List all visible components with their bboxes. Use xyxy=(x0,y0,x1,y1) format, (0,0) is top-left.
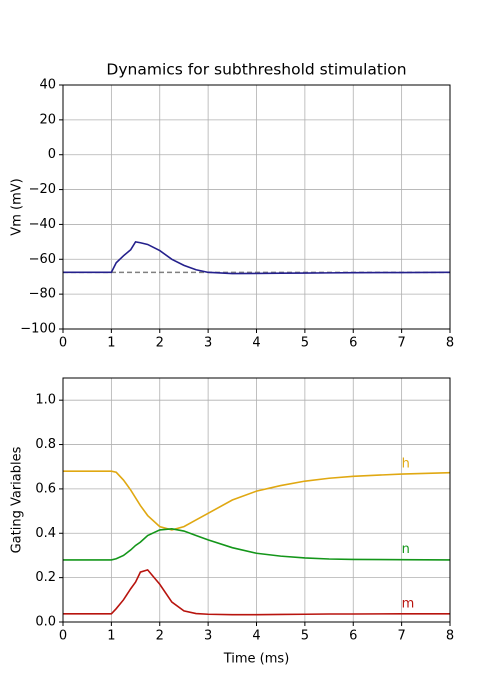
y-axis-label: Vm (mV) xyxy=(10,178,25,235)
y-tick-label: 0.4 xyxy=(35,526,56,541)
y-axis-label: Gating Variables xyxy=(10,446,25,553)
x-tick-label: 5 xyxy=(301,336,309,351)
x-tick-label: 3 xyxy=(204,336,212,351)
y-tick-label: −60 xyxy=(29,252,56,267)
series-line xyxy=(63,568,450,616)
y-tick-label: 0 xyxy=(48,147,56,162)
series-label: h xyxy=(402,457,410,472)
x-tick-label: 5 xyxy=(301,629,309,644)
axes-frame xyxy=(62,377,451,623)
x-tick-label: 7 xyxy=(397,629,405,644)
x-tick-label: 4 xyxy=(252,629,260,644)
x-tick-label: 2 xyxy=(156,629,164,644)
y-tick-label: 0.2 xyxy=(35,570,56,585)
x-tick-label: 6 xyxy=(349,629,357,644)
y-tick-label: 20 xyxy=(39,112,56,127)
x-tick-label: 1 xyxy=(107,336,115,351)
y-tick-label: −100 xyxy=(20,322,56,337)
x-tick-label: 3 xyxy=(204,629,212,644)
series-label: n xyxy=(402,542,410,557)
chart-title: Dynamics for subthreshold stimulation xyxy=(106,61,406,79)
y-tick-label: −40 xyxy=(29,217,56,232)
x-tick-label: 7 xyxy=(397,336,405,351)
y-tick-label: 40 xyxy=(39,78,56,93)
x-tick-label: 8 xyxy=(446,629,454,644)
series-line xyxy=(63,528,451,561)
series-line xyxy=(63,240,451,275)
x-tick-label: 8 xyxy=(446,336,454,351)
axes-frame xyxy=(62,84,451,330)
y-tick-label: 0.6 xyxy=(35,481,56,496)
y-tick-label: −80 xyxy=(29,287,56,302)
y-tick-label: −20 xyxy=(29,182,56,197)
y-tick-label: 0.8 xyxy=(35,437,56,452)
x-tick-label: 0 xyxy=(59,629,67,644)
x-tick-label: 1 xyxy=(107,629,115,644)
series-line xyxy=(63,470,451,531)
x-tick-label: 2 xyxy=(156,336,164,351)
x-tick-label: 6 xyxy=(349,336,357,351)
x-axis-label: Time (ms) xyxy=(223,652,290,667)
x-tick-label: 0 xyxy=(59,336,67,351)
x-tick-label: 4 xyxy=(252,336,260,351)
series-label: m xyxy=(402,596,415,611)
y-tick-label: 1.0 xyxy=(35,393,56,408)
y-tick-label: 0.0 xyxy=(35,615,56,630)
